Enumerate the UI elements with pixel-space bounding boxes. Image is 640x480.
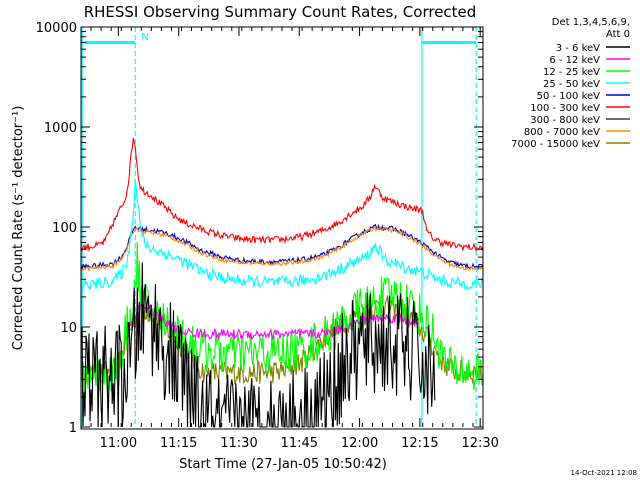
y-tick-label: 10: [60, 321, 77, 336]
series-line: [80, 137, 484, 253]
x-tick-label: 12:00: [341, 436, 378, 451]
legend-entry-label: 800 - 7000 keV: [524, 127, 600, 138]
legend-header-line-2: Att 0: [606, 29, 630, 40]
y-tick-label: 1000: [44, 121, 77, 136]
legend-entry-label: 7000 - 15000 keV: [511, 139, 600, 150]
series-line: [80, 225, 484, 272]
y-tick-label: 10000: [36, 21, 77, 36]
series-line: [80, 179, 484, 291]
series-layer: [80, 137, 484, 428]
legend-entry-label: 12 - 25 keV: [543, 67, 600, 78]
legend-header-line-1: Det 1,3,4,5,6,9,: [552, 17, 630, 28]
x-tick-label: 12:15: [401, 436, 438, 451]
annotation-label: N: [141, 32, 148, 43]
legend-entry-label: 100 - 300 keV: [530, 103, 600, 114]
x-tick-label: 12:30: [461, 436, 498, 451]
axis-layer: 1 10 100 1000 10000 11:00 11:15 11:30 11:45 12:00…: [36, 21, 499, 451]
legend-entry-label: 6 - 12 keV: [549, 55, 600, 66]
legend-entry-label: 25 - 50 keV: [543, 79, 600, 90]
x-axis-label: Start Time (27-Jan-05 10:50:42): [179, 457, 387, 472]
x-tick-label: 11:30: [220, 436, 257, 451]
x-tick-label: 11:45: [281, 436, 318, 451]
y-tick-label: 100: [52, 221, 77, 236]
series-3-6keV: [80, 262, 436, 428]
x-tick-label: 11:15: [160, 436, 197, 451]
series-100-300keV: [80, 137, 484, 253]
y-axis-label: Corrected Count Rate (s⁻¹ detector⁻¹): [11, 106, 26, 351]
chart-title: RHESSI Observing Summary Count Rates, Co…: [84, 3, 477, 21]
legend-entry-label: 50 - 100 keV: [537, 91, 601, 102]
series-25-50keV: [80, 179, 484, 291]
footer-timestamp: 14-Oct-2021 12:08: [571, 469, 637, 477]
series-800-7000keV: [80, 225, 484, 272]
y-tick-label: 1: [69, 421, 77, 436]
x-tick-label: 11:00: [100, 436, 137, 451]
legend-entry-label: 3 - 6 keV: [556, 43, 600, 54]
series-line: [80, 262, 436, 428]
legend-entry-label: 300 - 800 keV: [530, 115, 600, 126]
